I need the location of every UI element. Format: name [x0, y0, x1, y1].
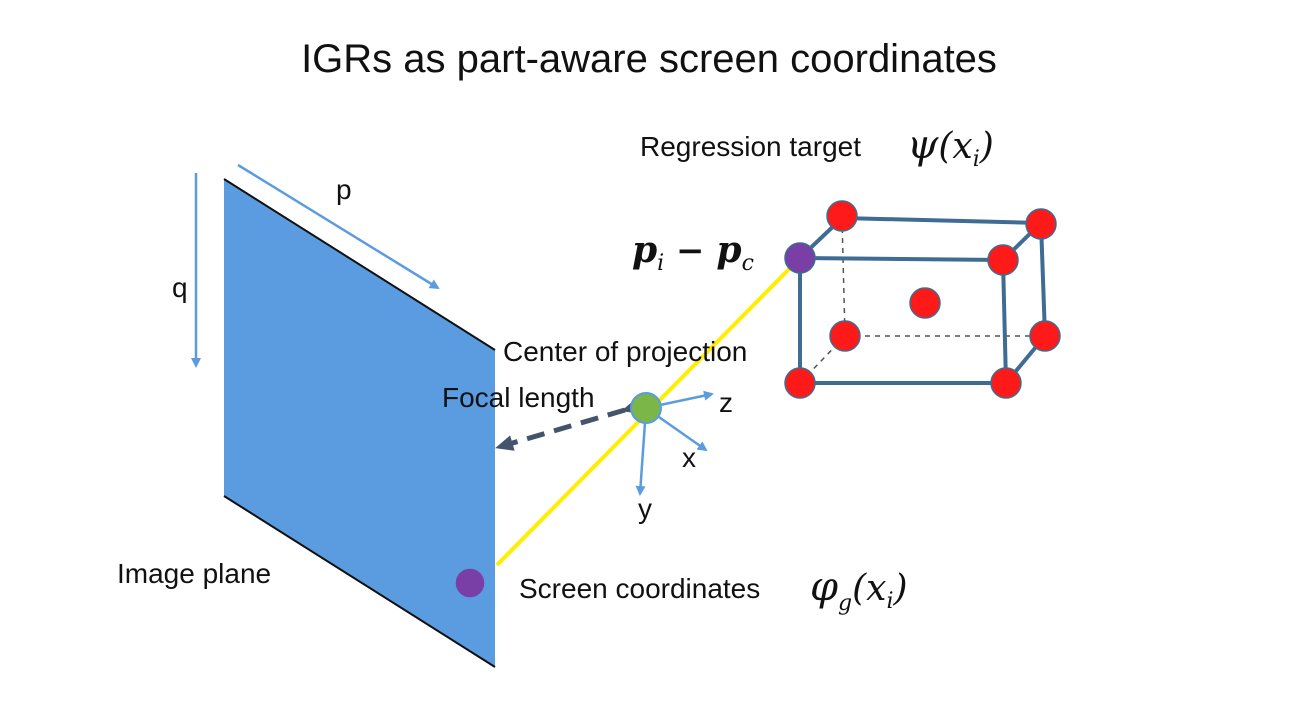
- keypoint: [1029, 320, 1061, 352]
- image-plane: [224, 179, 495, 667]
- keypoint: [829, 320, 861, 352]
- image-plane-top-edge: [223, 178, 496, 351]
- keypoint: [784, 367, 816, 399]
- center-of-projection-label: Center of projection: [503, 336, 747, 367]
- axis-z-label: z: [719, 387, 733, 418]
- phi-expression: φg(xi): [810, 564, 908, 616]
- pi-minus-pc-expression: pi − pc: [632, 229, 754, 276]
- keypoint: [1025, 208, 1057, 240]
- keypoint: [990, 367, 1022, 399]
- box-keypoints: [784, 200, 1061, 399]
- axis-y-label: y: [638, 493, 652, 524]
- psi-expression: ψ(xi): [907, 122, 994, 172]
- axis-x-label: x: [682, 442, 696, 473]
- screen-coordinates-label: Screen coordinates: [519, 573, 760, 604]
- keypoint: [826, 200, 858, 232]
- focal-length-label: Focal length: [442, 382, 595, 413]
- p-axis-label: p: [336, 174, 352, 205]
- regression-target-label: Regression target: [640, 131, 861, 162]
- slide-title: IGRs as part-aware screen coordinates: [301, 37, 997, 81]
- keypoint: [909, 287, 941, 319]
- p-axis-arrow: [237, 163, 440, 290]
- camera-center-point: [630, 392, 662, 424]
- q-axis-label: q: [172, 272, 188, 303]
- keypoint: [987, 244, 1019, 276]
- image-plane-label: Image plane: [117, 558, 271, 589]
- image-plane-bottom-edge: [223, 495, 496, 668]
- pi-keypoint-3d: [784, 242, 816, 274]
- projected-screen-point: [454, 567, 486, 599]
- focal-length-arrow: [495, 398, 641, 451]
